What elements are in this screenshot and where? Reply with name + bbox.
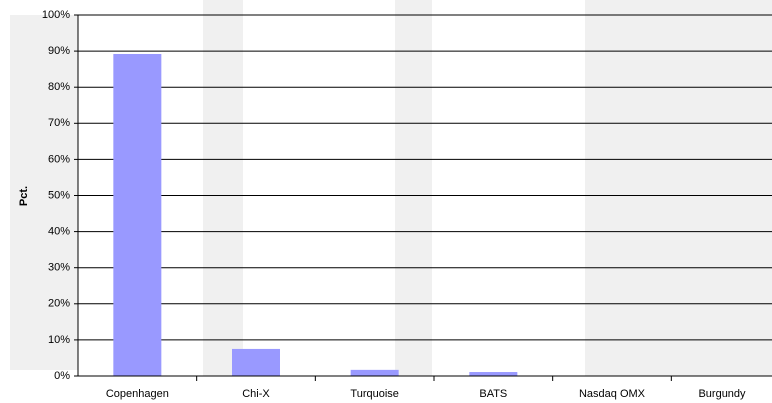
y-tick-label: 70% <box>48 117 70 129</box>
y-tick-label: 80% <box>48 81 70 93</box>
x-tick-label: Burgundy <box>698 388 746 400</box>
bar <box>232 348 280 376</box>
y-tick-label: 20% <box>48 298 70 310</box>
bar <box>113 53 162 376</box>
y-tick-label: 90% <box>48 45 70 57</box>
y-tick-label: 10% <box>48 334 70 346</box>
x-tick-label: Turquoise <box>350 388 399 400</box>
y-tick-label: 40% <box>48 226 70 238</box>
background-stripe <box>585 0 772 376</box>
x-tick-label: Chi-X <box>242 388 270 400</box>
x-tick-label: Nasdaq OMX <box>579 388 646 400</box>
bar <box>469 372 518 376</box>
bar <box>350 369 399 376</box>
y-tick-label: 0% <box>54 370 70 382</box>
y-tick-label: 100% <box>42 9 70 21</box>
y-tick-label: 60% <box>48 153 70 165</box>
background-stripe <box>395 0 432 376</box>
y-axis-label: Pct. <box>18 186 30 206</box>
y-tick-label: 30% <box>48 262 70 274</box>
background-stripe <box>203 0 243 376</box>
x-tick-label: Copenhagen <box>106 388 169 400</box>
x-tick-label: BATS <box>479 388 507 400</box>
background-stripe <box>10 15 78 370</box>
y-tick-label: 50% <box>48 189 70 201</box>
